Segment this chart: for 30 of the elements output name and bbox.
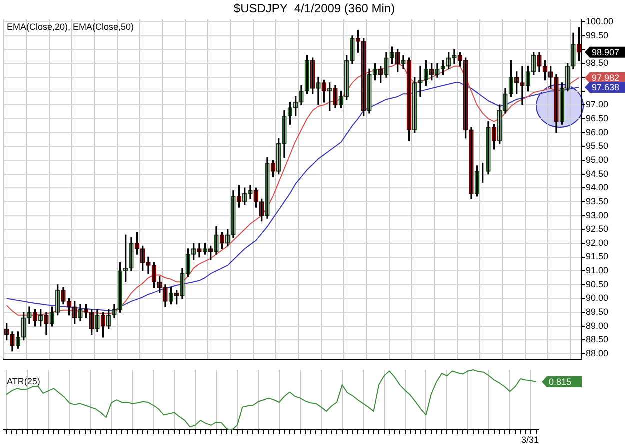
y-tick-label: 100.00 (586, 16, 614, 27)
y-tick-label: 97.00 (586, 100, 609, 110)
y-tick-label: 95.50 (586, 141, 609, 152)
y-tick-label: 91.50 (586, 252, 609, 262)
text: 97.982 (592, 72, 620, 83)
y-tick-label: 92.50 (586, 224, 609, 234)
y-tick-label: 94.00 (586, 182, 609, 193)
chart-title: $USDJPY 4/1/2009 (360 Min) (234, 2, 396, 16)
y-tick-label: 88.50 (586, 334, 609, 345)
y-tick-label: 88.00 (586, 348, 609, 359)
y-tick-label: 89.00 (586, 320, 609, 331)
y-tick-label: 90.50 (586, 279, 609, 290)
y-tick-label: 93.00 (586, 210, 609, 220)
y-tick-label: 98.50 (586, 58, 609, 68)
text: 98.907 (592, 47, 620, 58)
chart-subtitle: EMA(Close,20), EMA(Close,50) (7, 22, 134, 32)
y-tick-label: 96.00 (586, 127, 609, 138)
y-tick-label: 99.50 (586, 30, 609, 40)
y-tick-label: 96.50 (586, 113, 609, 124)
y-tick-label: 92.00 (586, 238, 609, 248)
y-tick-label: 94.50 (586, 168, 609, 179)
text: 0.815 (549, 377, 572, 388)
text: ATR(25) (7, 376, 40, 386)
y-tick-label: 90.00 (586, 293, 609, 304)
y-tick-label: 93.50 (586, 196, 609, 206)
y-tick-label: 89.50 (586, 307, 609, 318)
text: 97.638 (592, 82, 620, 92)
y-tick-label: 95.00 (586, 154, 609, 165)
y-tick-label: 91.00 (586, 266, 609, 276)
text: 3/31 (521, 435, 539, 446)
